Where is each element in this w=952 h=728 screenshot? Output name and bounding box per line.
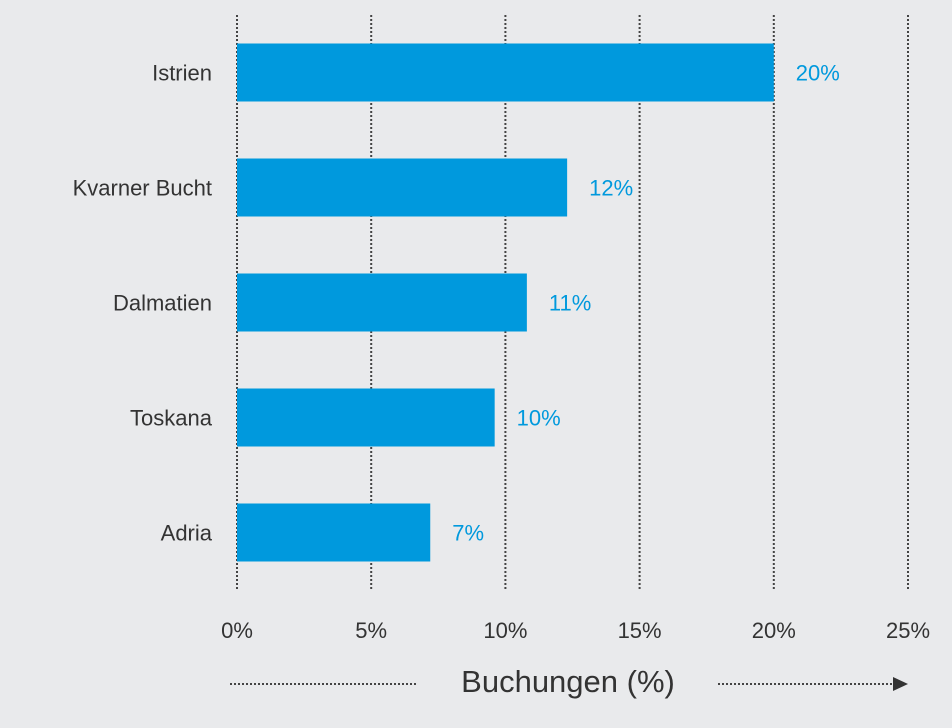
x-tick-label: 15%	[618, 618, 662, 643]
y-tick-label: Dalmatien	[113, 290, 212, 315]
bar	[237, 503, 431, 562]
bar	[237, 388, 495, 447]
bar	[237, 273, 527, 332]
x-tick-label: 10%	[483, 618, 527, 643]
value-label: 20%	[796, 60, 840, 85]
x-tick-label: 5%	[355, 618, 387, 643]
value-label: 10%	[517, 405, 561, 430]
bar	[237, 43, 774, 102]
axis-arrow-head	[893, 677, 908, 691]
x-tick-label: 25%	[886, 618, 930, 643]
value-label: 12%	[589, 175, 633, 200]
x-axis-label: Buchungen (%)	[461, 664, 675, 699]
y-tick-label: Toskana	[130, 405, 213, 430]
bar	[237, 158, 568, 217]
y-tick-label: Kvarner Bucht	[73, 175, 212, 200]
y-tick-label: Adria	[161, 520, 213, 545]
value-label: 11%	[549, 290, 591, 315]
x-tick-label: 20%	[752, 618, 796, 643]
y-tick-label: Istrien	[152, 60, 212, 85]
x-tick-label: 0%	[221, 618, 253, 643]
value-label: 7%	[452, 520, 484, 545]
